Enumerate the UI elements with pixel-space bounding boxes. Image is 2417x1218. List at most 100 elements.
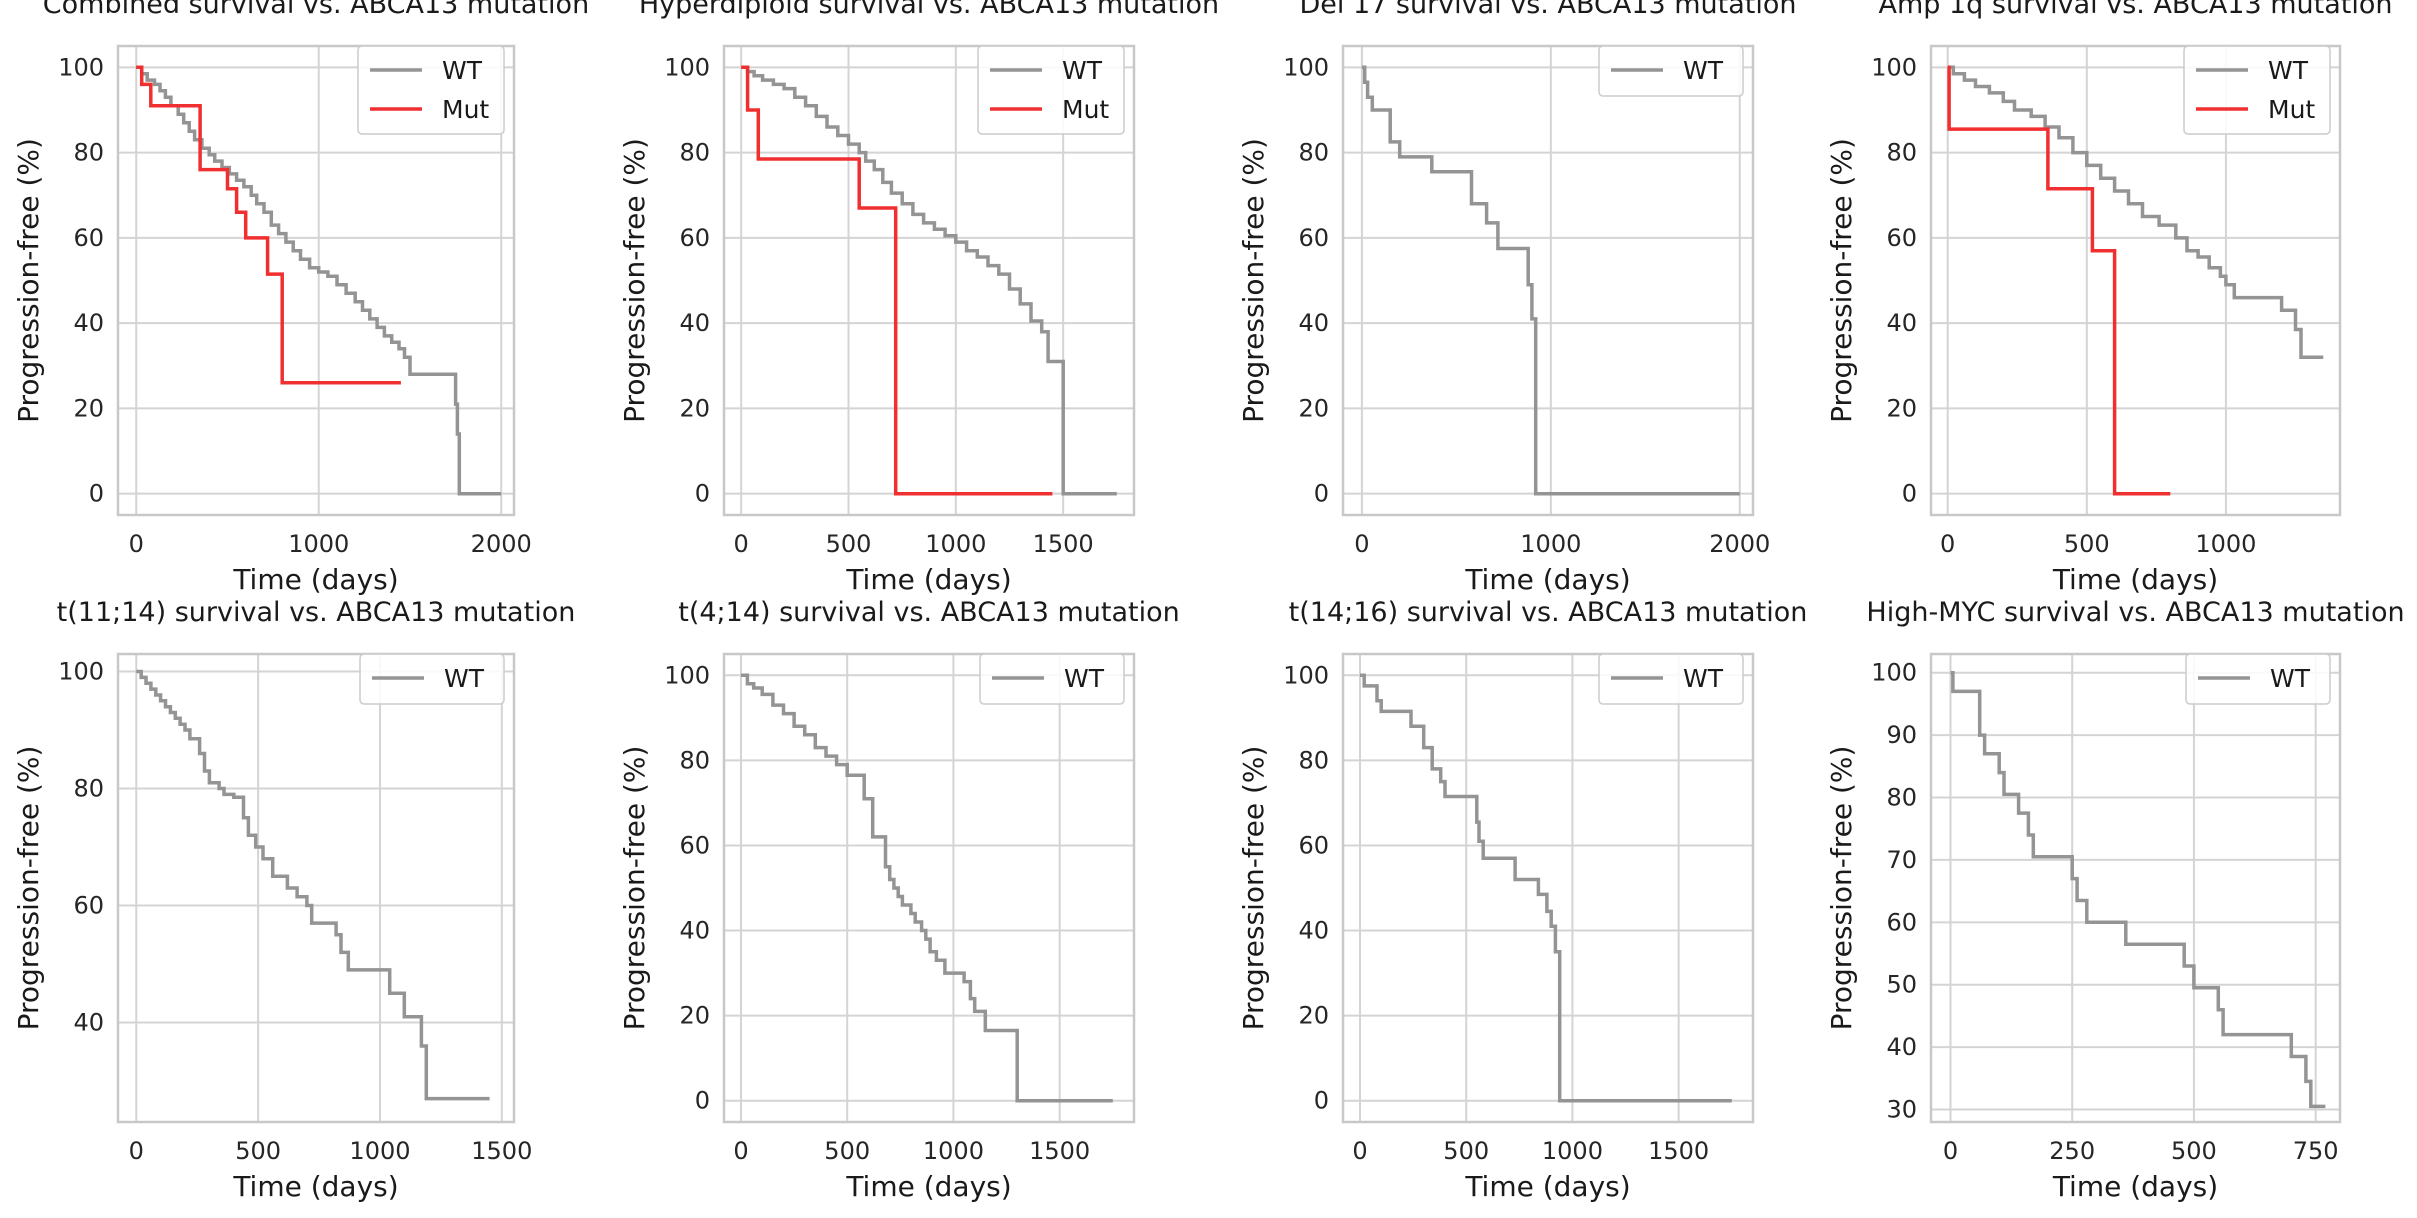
panel-6: t(4;14) survival vs. ABCA13 mutation 0 20 4… <box>618 597 1180 1203</box>
legend-box <box>1598 45 1744 97</box>
x-tick-label: 250 <box>2049 1137 2095 1165</box>
y-tick-label: 80 <box>679 139 710 167</box>
panel-title: Amp 1q survival vs. ABCA13 mutation <box>1878 0 2392 20</box>
y-tick-label: 60 <box>679 224 710 252</box>
y-tick-label: 40 <box>73 1009 104 1037</box>
x-tick-label: 0 <box>129 1137 144 1165</box>
legend-label-wt: WT <box>1062 56 1103 85</box>
panel-title: t(14;16) survival vs. ABCA13 mutation <box>1289 597 1808 628</box>
x-tick-label: 1000 <box>1520 530 1581 558</box>
panel-title: Hyperdiploid survival vs. ABCA13 mutatio… <box>639 0 1219 20</box>
x-tick-label: 1500 <box>1648 1137 1709 1165</box>
y-tick-label: 80 <box>1886 784 1917 812</box>
y-tick-label: 60 <box>1886 908 1917 936</box>
y-tick-label: 0 <box>1314 480 1329 508</box>
y-axis-label: Progression-free (%) <box>1825 746 1858 1031</box>
plot-frame <box>722 44 1136 517</box>
series-mut-curve <box>741 65 1053 496</box>
y-axis-label: Progression-free (%) <box>1237 746 1270 1031</box>
y-tick-label: 60 <box>1298 831 1329 859</box>
x-tick-label: 500 <box>824 1137 870 1165</box>
series-wt-curve <box>741 673 1113 1103</box>
y-tick-label: 30 <box>1886 1096 1917 1124</box>
x-tick-label: 0 <box>734 530 749 558</box>
plot-frame <box>116 44 516 517</box>
x-tick-label: 500 <box>2064 530 2110 558</box>
legend: WT Mut <box>977 45 1125 135</box>
panel-3: Del 17 survival vs. ABCA13 mutation 0 20 40… <box>1237 0 1797 596</box>
series-wt-curve <box>136 65 502 496</box>
legend-label-wt: WT <box>444 664 485 693</box>
legend-box <box>979 653 1125 705</box>
x-tick-label: 1000 <box>349 1137 410 1165</box>
series-wt-curve <box>1360 673 1732 1103</box>
panel-title: t(4;14) survival vs. ABCA13 mutation <box>678 597 1180 628</box>
y-tick-label: 20 <box>1298 1002 1329 1030</box>
series-wt-curve <box>1947 65 2324 359</box>
y-tick-label: 80 <box>73 139 104 167</box>
series-mut-curve <box>136 65 401 385</box>
y-tick-label: 70 <box>1886 846 1917 874</box>
y-tick-label: 100 <box>1871 53 1917 81</box>
x-tick-label: 0 <box>1943 1137 1958 1165</box>
x-tick-label: 500 <box>235 1137 281 1165</box>
panel-5: t(11;14) survival vs. ABCA13 mutation 40 6… <box>12 597 575 1203</box>
legend-label-wt: WT <box>442 56 483 85</box>
x-tick-label: 0 <box>733 1137 748 1165</box>
x-tick-label: 1500 <box>1033 530 1094 558</box>
y-tick-label: 100 <box>58 53 104 81</box>
legend-box <box>2183 45 2331 135</box>
series-wt-curve <box>136 669 490 1101</box>
plot-frame <box>1341 652 1755 1124</box>
y-tick-label: 60 <box>1886 224 1917 252</box>
x-axis-label: Time (days) <box>2052 1170 2218 1203</box>
x-tick-label: 1500 <box>471 1137 532 1165</box>
x-tick-label: 1000 <box>925 530 986 558</box>
x-tick-label: 0 <box>1354 530 1369 558</box>
y-tick-label: 0 <box>89 480 104 508</box>
x-tick-label: 500 <box>826 530 872 558</box>
legend: WT <box>359 653 505 705</box>
y-tick-label: 0 <box>695 480 710 508</box>
plot-frame <box>1929 652 2342 1124</box>
y-tick-label: 40 <box>1886 309 1917 337</box>
legend-box <box>977 45 1125 135</box>
legend: WT <box>2185 653 2331 705</box>
y-tick-label: 100 <box>1871 659 1917 687</box>
panel-4: Amp 1q survival vs. ABCA13 mutation 0 20 40… <box>1825 0 2393 596</box>
y-tick-label: 80 <box>73 775 104 803</box>
series-wt-curve <box>1361 65 1740 496</box>
x-axis-label: Time (days) <box>232 563 398 596</box>
y-tick-label: 100 <box>1283 661 1329 689</box>
legend: WT <box>1598 653 1744 705</box>
y-tick-label: 60 <box>73 892 104 920</box>
legend-label-mut: Mut <box>1062 95 1109 124</box>
y-tick-label: 60 <box>1298 224 1329 252</box>
x-axis-label: Time (days) <box>845 563 1011 596</box>
y-tick-label: 40 <box>1298 917 1329 945</box>
y-tick-label: 0 <box>1902 480 1917 508</box>
legend-box <box>1598 653 1744 705</box>
legend-label-wt: WT <box>1683 664 1724 693</box>
series-wt-curve <box>1950 670 2326 1109</box>
panel-title: Del 17 survival vs. ABCA13 mutation <box>1299 0 1796 20</box>
y-axis-label: Progression-free (%) <box>1237 138 1270 423</box>
legend-label-wt: WT <box>1683 56 1724 85</box>
y-axis-label: Progression-free (%) <box>1825 138 1858 423</box>
y-tick-label: 20 <box>679 1002 710 1030</box>
series-wt-curve <box>741 65 1117 496</box>
y-tick-label: 100 <box>58 658 104 686</box>
legend-label-mut: Mut <box>442 95 489 124</box>
x-tick-label: 750 <box>2293 1137 2339 1165</box>
y-axis-label: Progression-free (%) <box>12 746 45 1031</box>
x-axis-label: Time (days) <box>2052 563 2218 596</box>
x-tick-label: 1500 <box>1029 1137 1090 1165</box>
panel-1: Combined survival vs. ABCA13 mutation 0 20… <box>12 0 589 596</box>
x-tick-label: 1000 <box>288 530 349 558</box>
plot-frame <box>722 652 1136 1124</box>
x-tick-label: 500 <box>1443 1137 1489 1165</box>
panel-8: High-MYC survival vs. ABCA13 mutation 30 4… <box>1825 597 2405 1203</box>
legend: WT <box>979 653 1125 705</box>
panel-title: Combined survival vs. ABCA13 mutation <box>43 0 589 20</box>
legend-box <box>2185 653 2331 705</box>
